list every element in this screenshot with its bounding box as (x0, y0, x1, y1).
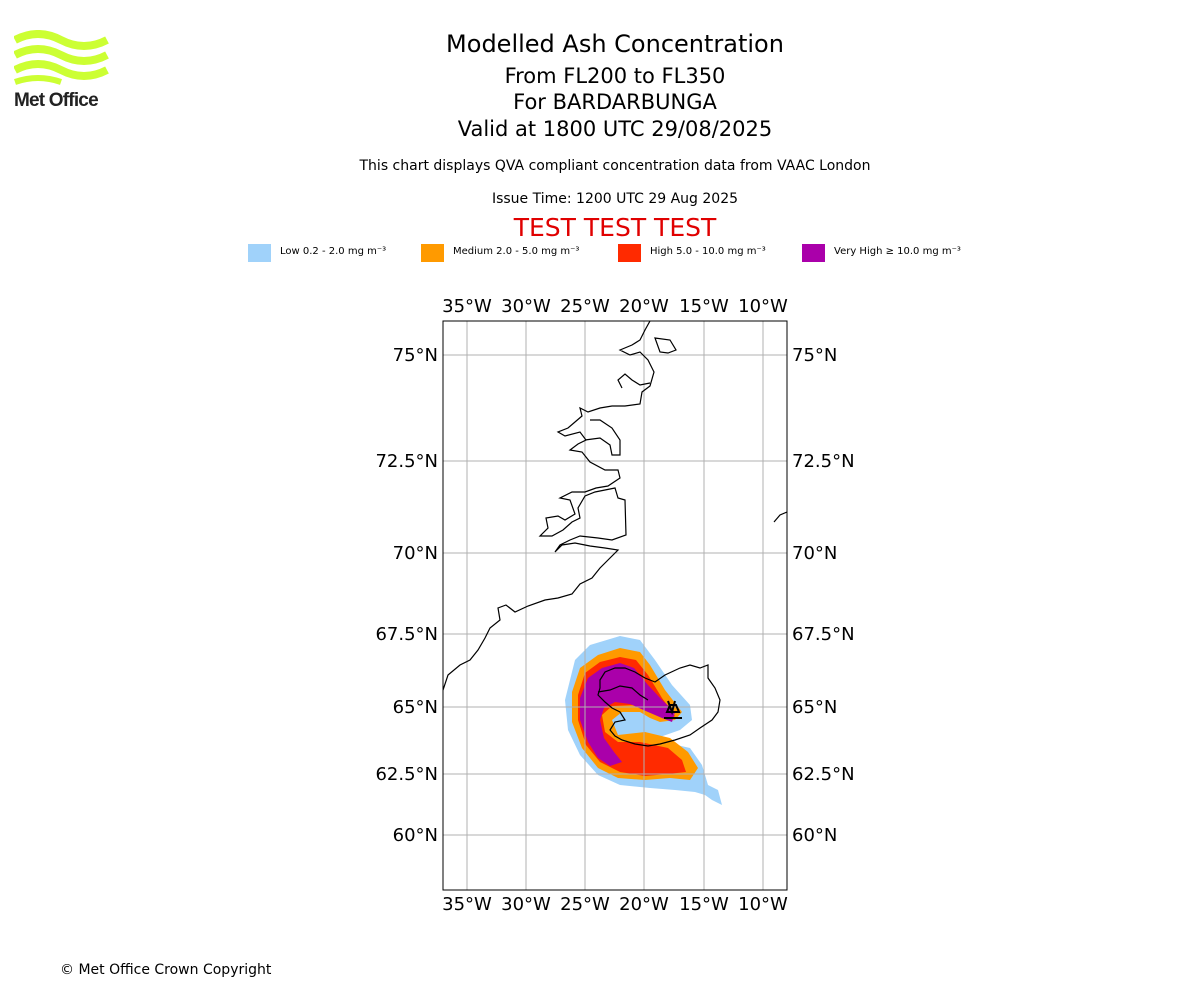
legend-label-medium: Medium 2.0 - 5.0 mg m⁻³ (453, 246, 580, 257)
ash-very-high-area (580, 663, 675, 766)
wave-logo-icon (13, 30, 109, 85)
lat-label: 65°N (792, 697, 837, 718)
copyright-notice: © Met Office Crown Copyright (60, 962, 272, 978)
lat-label: 62.5°N (375, 764, 438, 785)
lon-label: 10°W (738, 894, 788, 915)
lon-label: 20°W (619, 296, 669, 317)
lon-labels-top: 35°W 30°W 25°W 20°W 15°W 10°W (442, 296, 788, 317)
lon-label: 15°W (679, 894, 729, 915)
lat-label: 70°N (393, 543, 438, 564)
volcano-marker (664, 700, 682, 719)
lon-label: 35°W (442, 894, 492, 915)
lon-label: 10°W (738, 296, 788, 317)
valid-time: Valid at 1800 UTC 29/08/2025 (457, 117, 773, 141)
lat-label: 70°N (792, 543, 837, 564)
legend-swatch-low (248, 244, 271, 262)
svalbard-jan-mayen (773, 511, 787, 523)
lon-label: 25°W (560, 894, 610, 915)
lon-labels-bottom: 35°W 30°W 25°W 20°W 15°W 10°W (442, 894, 788, 915)
met-office-logo: Met Office (13, 30, 109, 112)
lon-label: 35°W (442, 296, 492, 317)
lat-label: 67.5°N (375, 624, 438, 645)
lat-label: 75°N (792, 345, 837, 366)
chart-description: This chart displays QVA compliant concen… (359, 158, 871, 174)
lat-label: 60°N (792, 825, 837, 846)
map-frame (442, 320, 788, 891)
greenland-coastline (443, 321, 655, 691)
lat-label: 72.5°N (375, 451, 438, 472)
iceland-coastline (597, 664, 721, 747)
greenland-fjord-east (584, 419, 621, 456)
legend-swatch-very-high (802, 244, 825, 262)
issue-time: Issue Time: 1200 UTC 29 Aug 2025 (491, 191, 739, 207)
map-gridlines (443, 321, 787, 890)
volcano-name: For BARDARBUNGA (513, 90, 717, 114)
legend-swatch-high (618, 244, 641, 262)
lat-labels-left: 75°N 72.5°N 70°N 67.5°N 65°N 62.5°N 60°N (375, 345, 438, 846)
legend-swatch-medium (421, 244, 444, 262)
legend-label-very-high: Very High ≥ 10.0 mg m⁻³ (834, 246, 961, 257)
logo-text: Met Office (14, 90, 99, 111)
ash-plume (565, 636, 722, 805)
lat-label: 62.5°N (792, 764, 855, 785)
lat-label: 72.5°N (792, 451, 855, 472)
lon-label: 20°W (619, 894, 669, 915)
flight-level-range: From FL200 to FL350 (504, 64, 726, 88)
coastlines (443, 321, 787, 747)
map-background (443, 321, 787, 890)
lon-label: 25°W (560, 296, 610, 317)
lat-label: 60°N (393, 825, 438, 846)
lon-label: 30°W (501, 894, 551, 915)
iceland-westfjords (597, 685, 649, 701)
lat-label: 65°N (393, 697, 438, 718)
legend-label-high: High 5.0 - 10.0 mg m⁻³ (650, 246, 766, 257)
greenland-fjord-north (617, 373, 651, 389)
lat-label: 75°N (393, 345, 438, 366)
lat-labels-right: 75°N 72.5°N 70°N 67.5°N 65°N 62.5°N 60°N (792, 345, 855, 846)
chart-title: Modelled Ash Concentration (446, 30, 784, 58)
lon-label: 15°W (679, 296, 729, 317)
lon-label: 30°W (501, 296, 551, 317)
test-banner: TEST TEST TEST (513, 213, 717, 242)
legend-label-low: Low 0.2 - 2.0 mg m⁻³ (280, 246, 387, 257)
lat-label: 67.5°N (792, 624, 855, 645)
greenland-island (654, 337, 677, 354)
